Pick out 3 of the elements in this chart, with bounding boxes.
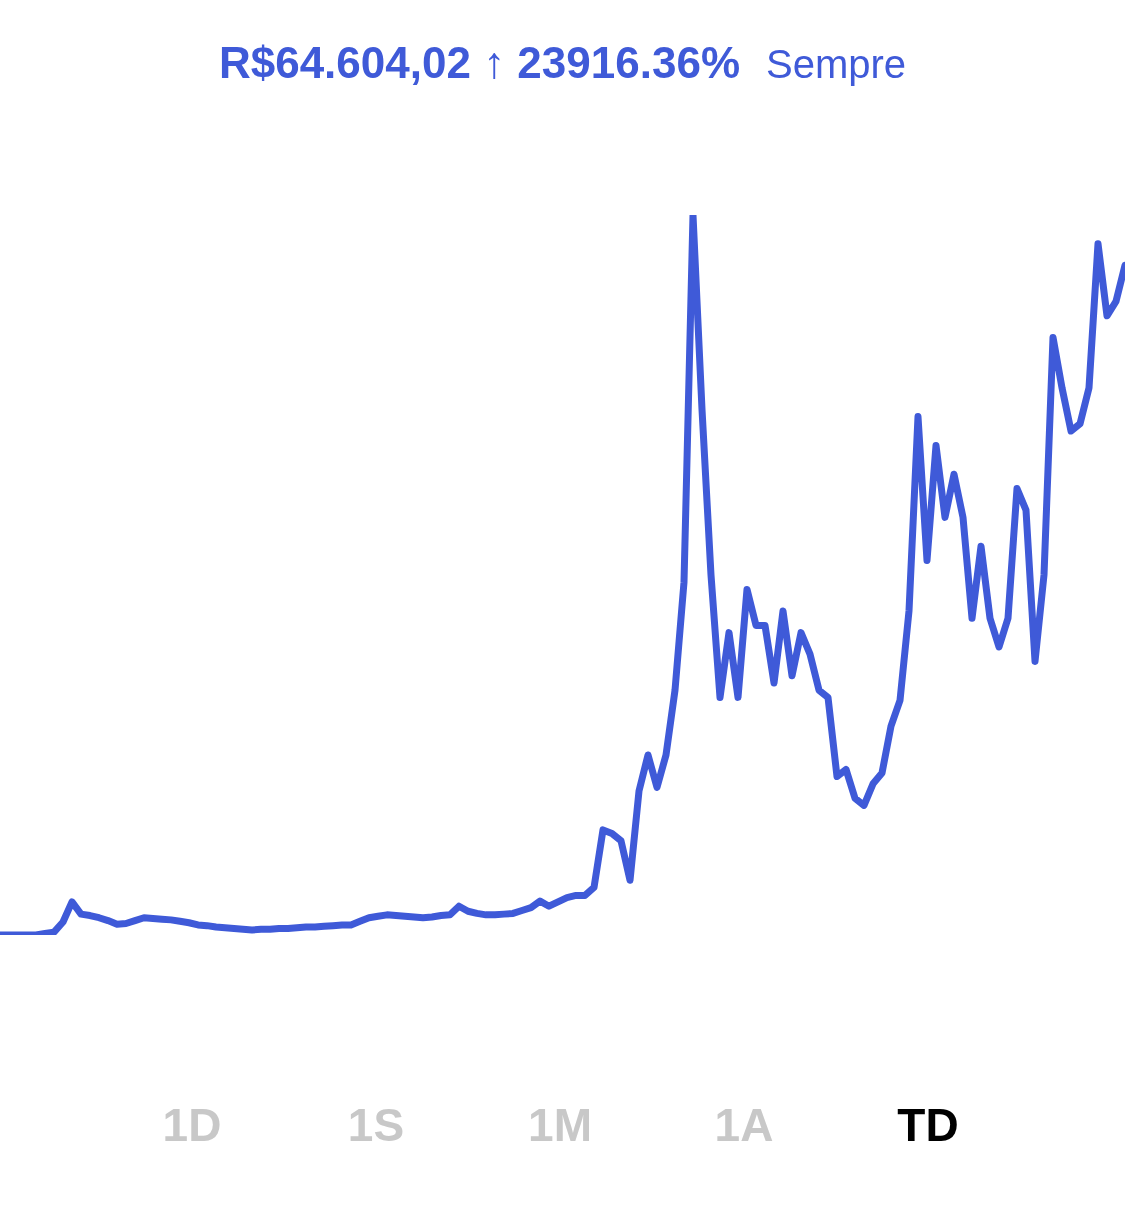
chart-subtitle: Sempre <box>766 42 907 86</box>
text: TD <box>896 1098 960 1152</box>
chart-title: R$64.604,02 ↑ 23916.36% <box>218 38 741 87</box>
